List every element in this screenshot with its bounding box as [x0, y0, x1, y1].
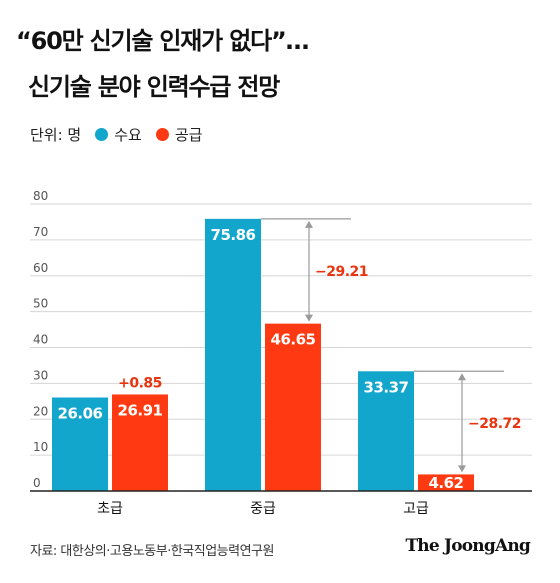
category-label-1: 중급: [250, 501, 276, 517]
y-tick-label-40: 40: [33, 333, 48, 347]
bar-demand-2: [358, 371, 414, 491]
arrowhead-top-1: [305, 220, 313, 228]
y-tick-label-30: 30: [33, 368, 48, 382]
bar-demand-1: [205, 218, 261, 492]
bar-demand-0: [52, 397, 108, 491]
data-label-demand-1: 75.86: [211, 226, 256, 244]
legend-unit: 단위: 명: [30, 126, 82, 144]
y-tick-label-0: 0: [33, 476, 41, 490]
legend-supply-swatch: [155, 128, 169, 141]
legend-item-demand: 수요: [95, 124, 142, 145]
y-tick-label-10: 10: [33, 440, 48, 454]
data-label-demand-0: 26.06: [58, 405, 103, 423]
legend-supply-label: 공급: [174, 126, 203, 144]
category-label-0: 초급: [97, 501, 123, 517]
difference-label-2: −28.72: [468, 416, 521, 432]
source-note: 자료: 대한상의·고용노동부·한국직업능력연구원: [30, 544, 274, 559]
chart-title-line1: “60만 신기술 인재가 없다”…: [16, 27, 310, 55]
y-tick-label-20: 20: [33, 404, 48, 418]
data-label-supply-2: 4.62: [428, 474, 463, 492]
legend: 단위: 명 수요 공급: [30, 124, 202, 145]
arrowhead-top-2: [458, 373, 466, 381]
legend-demand-label: 수요: [114, 126, 142, 144]
arrowhead-bottom-2: [458, 465, 466, 473]
bar-supply-2: [418, 474, 474, 491]
difference-label-1: −29.21: [315, 264, 368, 280]
data-label-supply-0: 26.91: [118, 401, 163, 419]
y-tick-label-80: 80: [33, 189, 48, 203]
legend-item-supply: 공급: [155, 124, 203, 145]
chart-title-line2: 신기술 분야 인력수급 전망: [28, 73, 280, 101]
difference-label-0: +0.85: [118, 375, 162, 391]
category-label-2: 고급: [403, 501, 429, 517]
arrowhead-bottom-1: [305, 314, 313, 322]
y-tick-label-50: 50: [33, 297, 48, 311]
data-label-supply-1: 46.65: [271, 331, 316, 349]
brand-logo: The JoongAng: [405, 536, 530, 556]
y-tick-label-60: 60: [33, 261, 48, 275]
legend-demand-swatch: [95, 128, 109, 141]
bar-supply-1: [265, 323, 321, 491]
bar-supply-0: [112, 394, 168, 491]
y-tick-label-70: 70: [33, 225, 48, 239]
data-label-demand-2: 33.37: [364, 378, 409, 396]
